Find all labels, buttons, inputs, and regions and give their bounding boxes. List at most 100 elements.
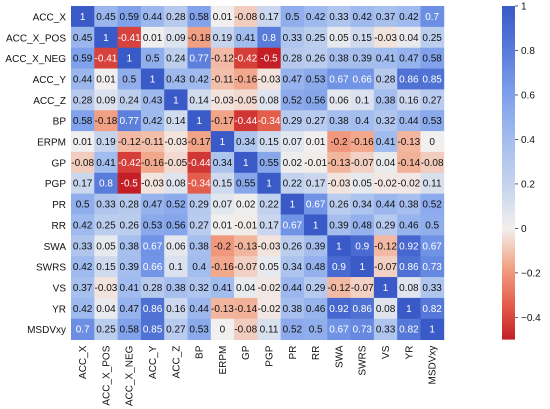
cell-value-label: 0.24 [120, 95, 140, 106]
heatmap-cell [71, 151, 95, 174]
heatmap-cell [327, 318, 351, 340]
cell-value-label: -0.17 [211, 116, 234, 127]
heatmap-cell [71, 89, 95, 111]
heatmap-cell [71, 110, 95, 132]
cell-value-label: 0.28 [166, 12, 186, 23]
heatmap-cell [420, 89, 445, 111]
cell-value-label: 0.33 [73, 241, 93, 252]
cell-value-label: 0.85 [143, 325, 163, 336]
column-label: ACC_Y [148, 345, 159, 379]
heatmap-cell [373, 110, 398, 132]
heatmap-cell [327, 47, 351, 69]
cell-value-label: 0.33 [422, 283, 442, 294]
cell-value-label: 0.33 [96, 200, 116, 211]
heatmap-cell [140, 151, 165, 174]
row-label: PGP [45, 179, 66, 190]
cell-value-label: 0.11 [260, 325, 279, 336]
heatmap-cell [304, 214, 328, 236]
heatmap-cell [304, 110, 328, 132]
cell-value-label: 0.4 [355, 116, 369, 127]
heatmap-cell [397, 318, 421, 340]
cell-value-label: 0.77 [189, 54, 209, 65]
cell-value-label: -0.41 [95, 54, 118, 65]
heatmap-cell [420, 131, 445, 153]
colorbar-tick-label: 0.2 [521, 179, 535, 190]
heatmap-cell [117, 151, 142, 174]
heatmap-cell [210, 235, 235, 257]
heatmap-cell [94, 277, 118, 299]
cell-value-label: 0.25 [96, 325, 116, 336]
heatmap-cell [373, 151, 398, 174]
column-label: ERPM [218, 346, 229, 375]
cell-value-label: 0.41 [120, 283, 140, 294]
heatmap-cell [257, 68, 282, 90]
heatmap-cell [280, 68, 305, 90]
heatmap-cell [397, 256, 421, 278]
column-label: BP [195, 345, 206, 359]
colorbar-tick-label: 0.6 [521, 90, 535, 101]
heatmap-cell [187, 47, 212, 69]
cell-value-label: 0.04 [236, 283, 256, 294]
row-label: ACC_Y [33, 75, 67, 86]
heatmap-cell [234, 214, 258, 236]
row-label: RR [52, 221, 66, 232]
heatmap-cell [210, 151, 235, 174]
heatmap-cell [234, 151, 258, 174]
heatmap-cell [420, 318, 445, 340]
heatmap-cell [210, 131, 235, 153]
cell-value-label: -0.42 [118, 158, 141, 169]
cell-value-label: -0.03 [374, 33, 397, 44]
heatmap-cell [420, 235, 445, 257]
cell-value-label: -0.01 [304, 158, 327, 169]
cell-value-label: 1 [429, 325, 435, 336]
row-label: PR [52, 200, 66, 211]
cell-value-label: -0.16 [211, 262, 234, 273]
heatmap-cell [373, 68, 398, 90]
colorbar-tick-label: −0.4 [521, 313, 541, 324]
cell-value-label: -0.03 [258, 74, 281, 85]
column-label: PGP [265, 345, 276, 366]
cell-value-label: -0.08 [421, 158, 444, 169]
heatmap-cell [71, 47, 95, 69]
heatmap-cell [280, 47, 305, 69]
heatmap-cell [140, 318, 165, 340]
row-label: ACC_Z [33, 96, 66, 107]
cell-value-label: 0.86 [399, 262, 419, 273]
cell-value-label: 1 [359, 262, 365, 273]
cell-value-label: 0.1 [355, 95, 369, 106]
cell-value-label: 0.66 [353, 74, 373, 85]
cell-value-label: 0.42 [143, 116, 163, 127]
heatmap-cells [71, 6, 445, 340]
row-tick-labels: ACC_X ACC_X_POS ACC_X_NEG ACC_Y ACC_Z BP ERPM G… [5, 12, 66, 336]
heatmap-cell [210, 172, 235, 195]
cell-value-label: -0.13 [234, 241, 257, 252]
cell-value-label: 0.25 [306, 33, 326, 44]
cell-value-label: 0.39 [329, 220, 349, 231]
cell-value-label: -0.34 [258, 116, 281, 127]
cell-value-label: 0.8 [99, 179, 113, 190]
heatmap-cell [304, 277, 328, 299]
cell-value-label: 0.28 [120, 200, 140, 211]
cell-value-label: 0.8 [262, 33, 276, 44]
heatmap-cell [71, 277, 95, 299]
heatmap-cell [94, 47, 118, 69]
cell-value-label: 0.44 [399, 116, 419, 127]
cell-value-label: 0.67 [329, 325, 349, 336]
heatmap-cell [117, 172, 142, 195]
cell-value-label: -0.08 [234, 325, 257, 336]
cell-value-label: 0.67 [283, 220, 303, 231]
cell-value-label: 0.38 [399, 200, 419, 211]
cell-value-label: 0.06 [329, 95, 349, 106]
heatmap-cell [350, 214, 375, 236]
cell-value-label: 1 [220, 137, 226, 148]
cell-value-label: -0.16 [141, 158, 164, 169]
cell-value-label: 0.14 [189, 95, 209, 106]
cell-value-label: -0.02 [258, 304, 281, 315]
heatmap-cell [327, 68, 351, 90]
heatmap-cell [257, 318, 282, 340]
cell-value-label: 0.56 [306, 95, 326, 106]
cell-value-label: 0.05 [353, 179, 373, 190]
cell-value-label: 0.44 [376, 200, 396, 211]
cell-value-label: 0.48 [353, 220, 373, 231]
